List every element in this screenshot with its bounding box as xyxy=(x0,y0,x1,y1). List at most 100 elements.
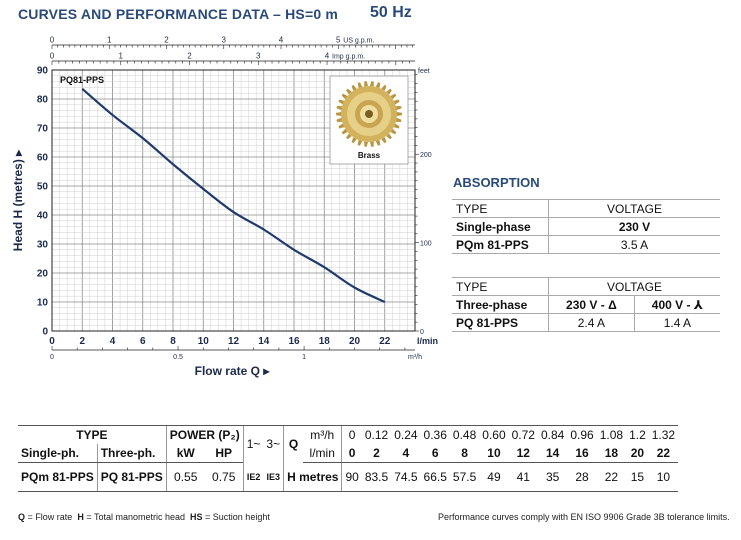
perf-head-cell: 57.5 xyxy=(449,462,480,492)
perf-lmin-cell: 4 xyxy=(391,444,421,463)
perf-head-cell: 35 xyxy=(537,462,568,492)
perf-m3h-cell: 0.84 xyxy=(537,425,568,444)
three-model: PQ 81-PPS xyxy=(452,313,549,332)
y-tick-label: 40 xyxy=(37,211,49,222)
perf-power-header: POWER (P₂) xyxy=(165,425,244,444)
absorption-single-table: TYPE VOLTAGE Single-phase 230 V PQm 81-P… xyxy=(452,199,720,254)
x-tick-label: 12 xyxy=(228,336,240,347)
three-voltage-delta: 230 V - Δ xyxy=(548,295,635,314)
right-axis-tick-label: 100 xyxy=(420,241,432,248)
top-axis-tick-label: 2 xyxy=(164,36,169,45)
x-tick-label: 0 xyxy=(49,336,55,347)
x-tick-label: 10 xyxy=(198,336,210,347)
perf-head-cell: 28 xyxy=(567,462,597,492)
y-tick-label: 10 xyxy=(37,298,49,309)
bottom-axis-unit: m³/h xyxy=(408,354,422,361)
perf-head-cell: 74.5 xyxy=(391,462,421,492)
bottom-axis-tick-label: 1 xyxy=(302,354,306,361)
three-current-2: 1.4 A xyxy=(633,313,720,332)
bottom-axis-tick-label: 0.5 xyxy=(173,354,183,361)
perf-m3h-cell: 0.48 xyxy=(449,425,480,444)
top-axis-tick-label: 0 xyxy=(50,36,55,45)
single-type-label: TYPE xyxy=(452,199,549,218)
perf-m3h-cell: 0.72 xyxy=(508,425,538,444)
bottom-axis-tick-label: 0 xyxy=(50,354,54,361)
absorption-title: ABSORPTION xyxy=(453,175,540,190)
single-phase-label: Single-phase xyxy=(452,217,549,236)
perf-lmin-cell: 22 xyxy=(648,444,679,463)
right-axis-tick-label: 200 xyxy=(420,152,432,159)
perf-m3h-cell: 1.08 xyxy=(596,425,627,444)
perf-lmin-cell: 2 xyxy=(361,444,392,463)
perf-head-cell: 49 xyxy=(479,462,509,492)
perf-m3h-cell: 1.2 xyxy=(626,425,649,444)
three-current-1: 2.4 A xyxy=(548,313,635,332)
perf-head-cell: 41 xyxy=(508,462,538,492)
perf-lmin-cell: 6 xyxy=(420,444,450,463)
y-axis-label: Head H (metres) ▸ xyxy=(11,149,25,251)
top-axis-tick-label: 0 xyxy=(50,52,55,61)
y-tick-label: 0 xyxy=(42,327,48,338)
legend-hs-text: = Suction height xyxy=(205,512,270,522)
perf-lmin-cell: 0 xyxy=(341,444,362,463)
x-axis-label: Flow rate Q ▸ xyxy=(195,364,271,378)
perf-m3h-label: m³/h xyxy=(302,425,342,444)
perf-ie1: IE2 xyxy=(242,462,264,492)
x-tick-label: 20 xyxy=(349,336,361,347)
three-voltage-star: 400 V - ⅄ xyxy=(633,295,720,314)
perf-model-single: PQm 81-PPS xyxy=(18,462,98,492)
impeller-label: Brass xyxy=(358,151,381,160)
top-axis-tick-label: 3 xyxy=(222,36,227,45)
perf-lmin-cell: 16 xyxy=(567,444,597,463)
absorption-three-table: TYPE VOLTAGE Three-phase 230 V - Δ 400 V… xyxy=(452,277,720,332)
perf-lmin-cell: 10 xyxy=(479,444,509,463)
perf-three-ph-header: Three-ph. xyxy=(96,444,167,463)
chart-title: CURVES AND PERFORMANCE DATA – HS=0 m xyxy=(18,6,339,22)
y-tick-label: 80 xyxy=(37,95,49,106)
y-tick-label: 50 xyxy=(37,182,49,193)
legend-h-symbol: H xyxy=(77,512,84,522)
y-tick-label: 70 xyxy=(37,124,49,135)
legend-hs-symbol: HS xyxy=(190,512,203,522)
perf-m3h-cell: 0 xyxy=(341,425,362,444)
footer-legend: Q = Flow rate H = Total manometric head … xyxy=(18,512,270,522)
top-axis-unit: US g.p.m. xyxy=(343,38,374,45)
perf-lmin-cell: 14 xyxy=(537,444,568,463)
x-tick-label: 22 xyxy=(379,336,391,347)
top-axis-tick-label: 1 xyxy=(119,52,124,61)
perf-lmin-cell: 18 xyxy=(596,444,627,463)
y-tick-label: 60 xyxy=(37,153,49,164)
frequency-label: 50 Hz xyxy=(370,4,412,21)
perf-m3h-cell: 0.12 xyxy=(361,425,392,444)
single-voltage-value: 230 V xyxy=(548,217,720,236)
x-tick-label: 14 xyxy=(258,336,270,347)
perf-ph1: 1~ xyxy=(242,425,264,463)
perf-head-cell: 66.5 xyxy=(420,462,450,492)
x-tick-label: 4 xyxy=(110,336,116,347)
perf-type-header: TYPE xyxy=(18,425,167,444)
y-tick-label: 30 xyxy=(37,240,49,251)
perf-head-cell: 90 xyxy=(341,462,362,492)
perf-m3h-cell: 0.24 xyxy=(391,425,421,444)
x-unit-label: l/min xyxy=(417,336,438,346)
perf-lmin-label: l/min xyxy=(302,444,342,463)
perf-hp-header: HP xyxy=(204,444,244,463)
perf-head-cell: 83.5 xyxy=(361,462,392,492)
three-type-label: TYPE xyxy=(452,277,549,296)
single-model: PQm 81-PPS xyxy=(452,235,549,254)
x-tick-label: 16 xyxy=(288,336,300,347)
perf-lmin-cell: 20 xyxy=(626,444,649,463)
right-axis-tick-label: 0 xyxy=(420,329,424,336)
top-axis-tick-label: 2 xyxy=(187,52,192,61)
footer-compliance: Performance curves comply with EN ISO 99… xyxy=(438,512,730,522)
x-tick-label: 6 xyxy=(140,336,146,347)
perf-ph3: 3~ xyxy=(263,425,284,463)
three-voltage-label: VOLTAGE xyxy=(548,277,720,296)
perf-power-hp: 0.75 xyxy=(204,462,244,492)
perf-head-cell: 22 xyxy=(596,462,627,492)
top-axis-tick-label: 1 xyxy=(107,36,112,45)
x-tick-label: 2 xyxy=(79,336,85,347)
x-tick-label: 18 xyxy=(319,336,331,347)
legend-h-text: = Total manometric head xyxy=(86,512,185,522)
